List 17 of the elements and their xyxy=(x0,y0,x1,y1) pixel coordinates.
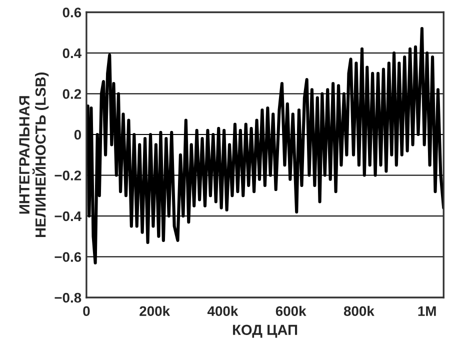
x-tick-label: 0 xyxy=(83,306,90,316)
y-tick-label: 0.6 xyxy=(62,8,82,18)
x-tick-label: 200k xyxy=(140,306,170,316)
y-tick-label: −0.2 xyxy=(54,170,82,180)
y-tick-label: 0.4 xyxy=(62,48,82,58)
y-tick-label: 0 xyxy=(74,130,82,140)
line-series xyxy=(86,27,444,264)
y-tick-label: 0.2 xyxy=(62,89,82,99)
x-tick-label: 1M xyxy=(418,306,436,316)
x-axis-title: КОД ЦАП xyxy=(233,324,298,338)
y-tick-label: −0.8 xyxy=(54,292,82,303)
x-tick-label: 400k xyxy=(207,306,238,316)
y-tick-label: −0.4 xyxy=(54,211,82,222)
y-tick-label: −0.6 xyxy=(54,252,82,262)
x-tick-label: 600k xyxy=(276,306,306,316)
x-tick-label: 800k xyxy=(344,306,374,316)
y-axis-title: ИНТЕГРАЛЬНАЯ НЕЛИНЕЙНОСТЬ (LSB) xyxy=(19,72,49,237)
